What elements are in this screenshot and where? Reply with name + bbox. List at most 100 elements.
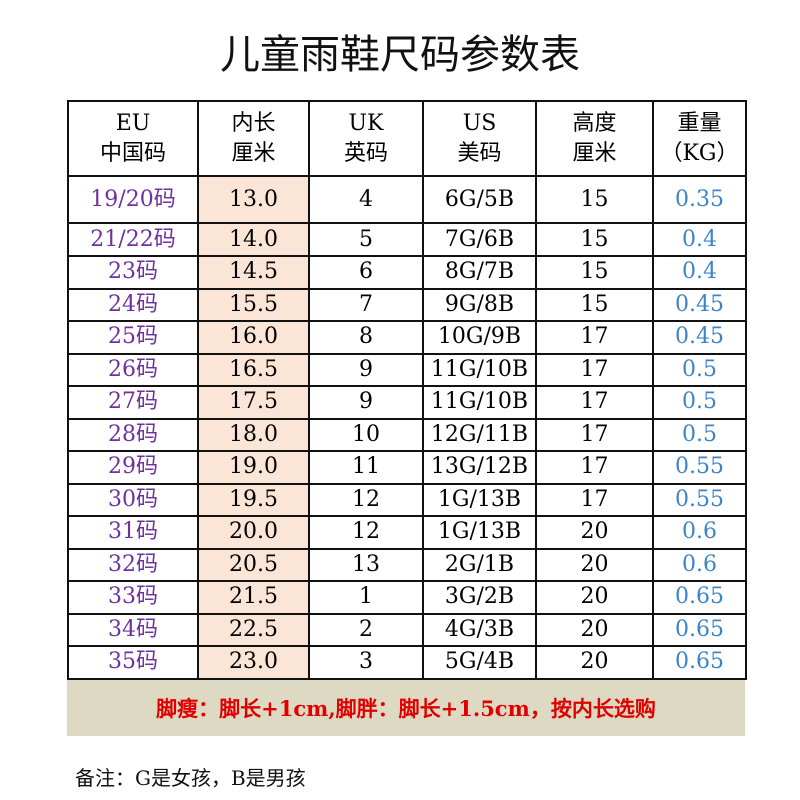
table-cell: 25码 [67, 320, 199, 355]
table-cell: 34码 [67, 612, 199, 647]
table-cell: 0.55 [652, 482, 747, 517]
table-cell: 5G/4B [422, 645, 537, 680]
table-row: 35码 23.0 3 5G/4B 20 0.65 [67, 645, 747, 680]
table-cell: 32码 [67, 547, 199, 582]
table-cell: 1G/13B [422, 482, 537, 517]
table-row: 26码 16.5 9 11G/10B 17 0.5 [67, 352, 747, 387]
header-row: EU 中国码 内长 厘米 UK 英码 US 美码 高度 厘米 重量 （KG） [67, 100, 747, 177]
table-cell: 0.5 [652, 385, 747, 420]
table-cell: 5 [308, 222, 424, 257]
table-cell: 17 [535, 352, 654, 387]
table-cell: 15 [535, 255, 654, 290]
table-cell: 4 [308, 175, 424, 224]
table-cell: 7 [308, 287, 424, 322]
table-row: 23码 14.5 6 8G/7B 15 0.4 [67, 255, 747, 290]
table-cell: 12 [308, 515, 424, 550]
table-cell: 17 [535, 450, 654, 485]
table-cell: 23.0 [197, 645, 310, 680]
table-cell: 17 [535, 385, 654, 420]
table-cell: 20 [535, 612, 654, 647]
header-text: EU [115, 110, 151, 136]
table-cell: 17 [535, 320, 654, 355]
header-text: US [462, 110, 497, 136]
table-cell: 0.45 [652, 320, 747, 355]
table-row: 27码 17.5 9 11G/10B 17 0.5 [67, 385, 747, 420]
table-cell: 0.4 [652, 222, 747, 257]
remark: 备注：G是女孩，B是男孩 [75, 766, 306, 790]
table-cell: 10G/9B [422, 320, 537, 355]
table-cell: 12 [308, 482, 424, 517]
table-cell: 1 [308, 580, 424, 615]
table-row: 28码 18.0 10 12G/11B 17 0.5 [67, 417, 747, 452]
table-cell: 0.35 [652, 175, 747, 224]
table-cell: 11G/10B [422, 352, 537, 387]
table-cell: 28码 [67, 417, 199, 452]
table-cell: 0.6 [652, 515, 747, 550]
table-body: 19/20码 13.0 4 6G/5B 15 0.35 21/22码 14.0 5 7G/6B 15… [67, 175, 747, 680]
table-cell: 10 [308, 417, 424, 452]
header-text: （KG） [660, 140, 739, 166]
table-cell: 17 [535, 417, 654, 452]
table-cell: 9G/8B [422, 287, 537, 322]
table-row: 33码 21.5 1 3G/2B 20 0.65 [67, 580, 747, 615]
size-table: EU 中国码 内长 厘米 UK 英码 US 美码 高度 厘米 重量 （KG） 19/20码 13.0 4 6… [67, 100, 747, 680]
header-cell: EU 中国码 [67, 100, 199, 177]
table-cell: 19.5 [197, 482, 310, 517]
table-cell: 20.0 [197, 515, 310, 550]
table-cell: 21/22码 [67, 222, 199, 257]
table-cell: 19/20码 [67, 175, 199, 224]
header-cell: US 美码 [422, 100, 537, 177]
header-text: 高度 [572, 110, 617, 136]
table-cell: 9 [308, 385, 424, 420]
header-text: UK [348, 110, 384, 136]
table-cell: 7G/6B [422, 222, 537, 257]
table-cell: 3G/2B [422, 580, 537, 615]
table-cell: 0.45 [652, 287, 747, 322]
header-cell: 内长 厘米 [197, 100, 310, 177]
header-text: 厘米 [231, 140, 276, 166]
table-cell: 0.65 [652, 580, 747, 615]
table-cell: 6 [308, 255, 424, 290]
table-cell: 23码 [67, 255, 199, 290]
header-text: 英码 [343, 140, 388, 166]
table-row: 31码 20.0 12 1G/13B 20 0.6 [67, 515, 747, 550]
table-cell: 21.5 [197, 580, 310, 615]
table-row: 32码 20.5 13 2G/1B 20 0.6 [67, 547, 747, 582]
table-cell: 2G/1B [422, 547, 537, 582]
table-cell: 0.5 [652, 352, 747, 387]
footer-note: 脚瘦：脚长+1cm,脚胖：脚长+1.5cm，按内长选购 [67, 680, 745, 736]
table-cell: 11 [308, 450, 424, 485]
table-cell: 9 [308, 352, 424, 387]
header-text: 中国码 [99, 140, 166, 166]
table-cell: 29码 [67, 450, 199, 485]
table-cell: 20 [535, 515, 654, 550]
table-cell: 24码 [67, 287, 199, 322]
table-row: 30码 19.5 12 1G/13B 17 0.55 [67, 482, 747, 517]
table-cell: 0.65 [652, 612, 747, 647]
header-text: 厘米 [572, 140, 617, 166]
table-cell: 13 [308, 547, 424, 582]
table-cell: 16.0 [197, 320, 310, 355]
table-cell: 8G/7B [422, 255, 537, 290]
table-cell: 27码 [67, 385, 199, 420]
table-cell: 15 [535, 175, 654, 224]
table-cell: 35码 [67, 645, 199, 680]
header-text: 美码 [457, 140, 502, 166]
table-row: 24码 15.5 7 9G/8B 15 0.45 [67, 287, 747, 322]
table-cell: 0.55 [652, 450, 747, 485]
table-cell: 17 [535, 482, 654, 517]
table-cell: 16.5 [197, 352, 310, 387]
table-cell: 0.4 [652, 255, 747, 290]
table-cell: 17.5 [197, 385, 310, 420]
table-cell: 15.5 [197, 287, 310, 322]
table-cell: 33码 [67, 580, 199, 615]
table-cell: 3 [308, 645, 424, 680]
table-cell: 2 [308, 612, 424, 647]
table-cell: 20.5 [197, 547, 310, 582]
table-row: 29码 19.0 11 13G/12B 17 0.55 [67, 450, 747, 485]
table-cell: 31码 [67, 515, 199, 550]
table-cell: 0.6 [652, 547, 747, 582]
table-row: 34码 22.5 2 4G/3B 20 0.65 [67, 612, 747, 647]
table-cell: 8 [308, 320, 424, 355]
